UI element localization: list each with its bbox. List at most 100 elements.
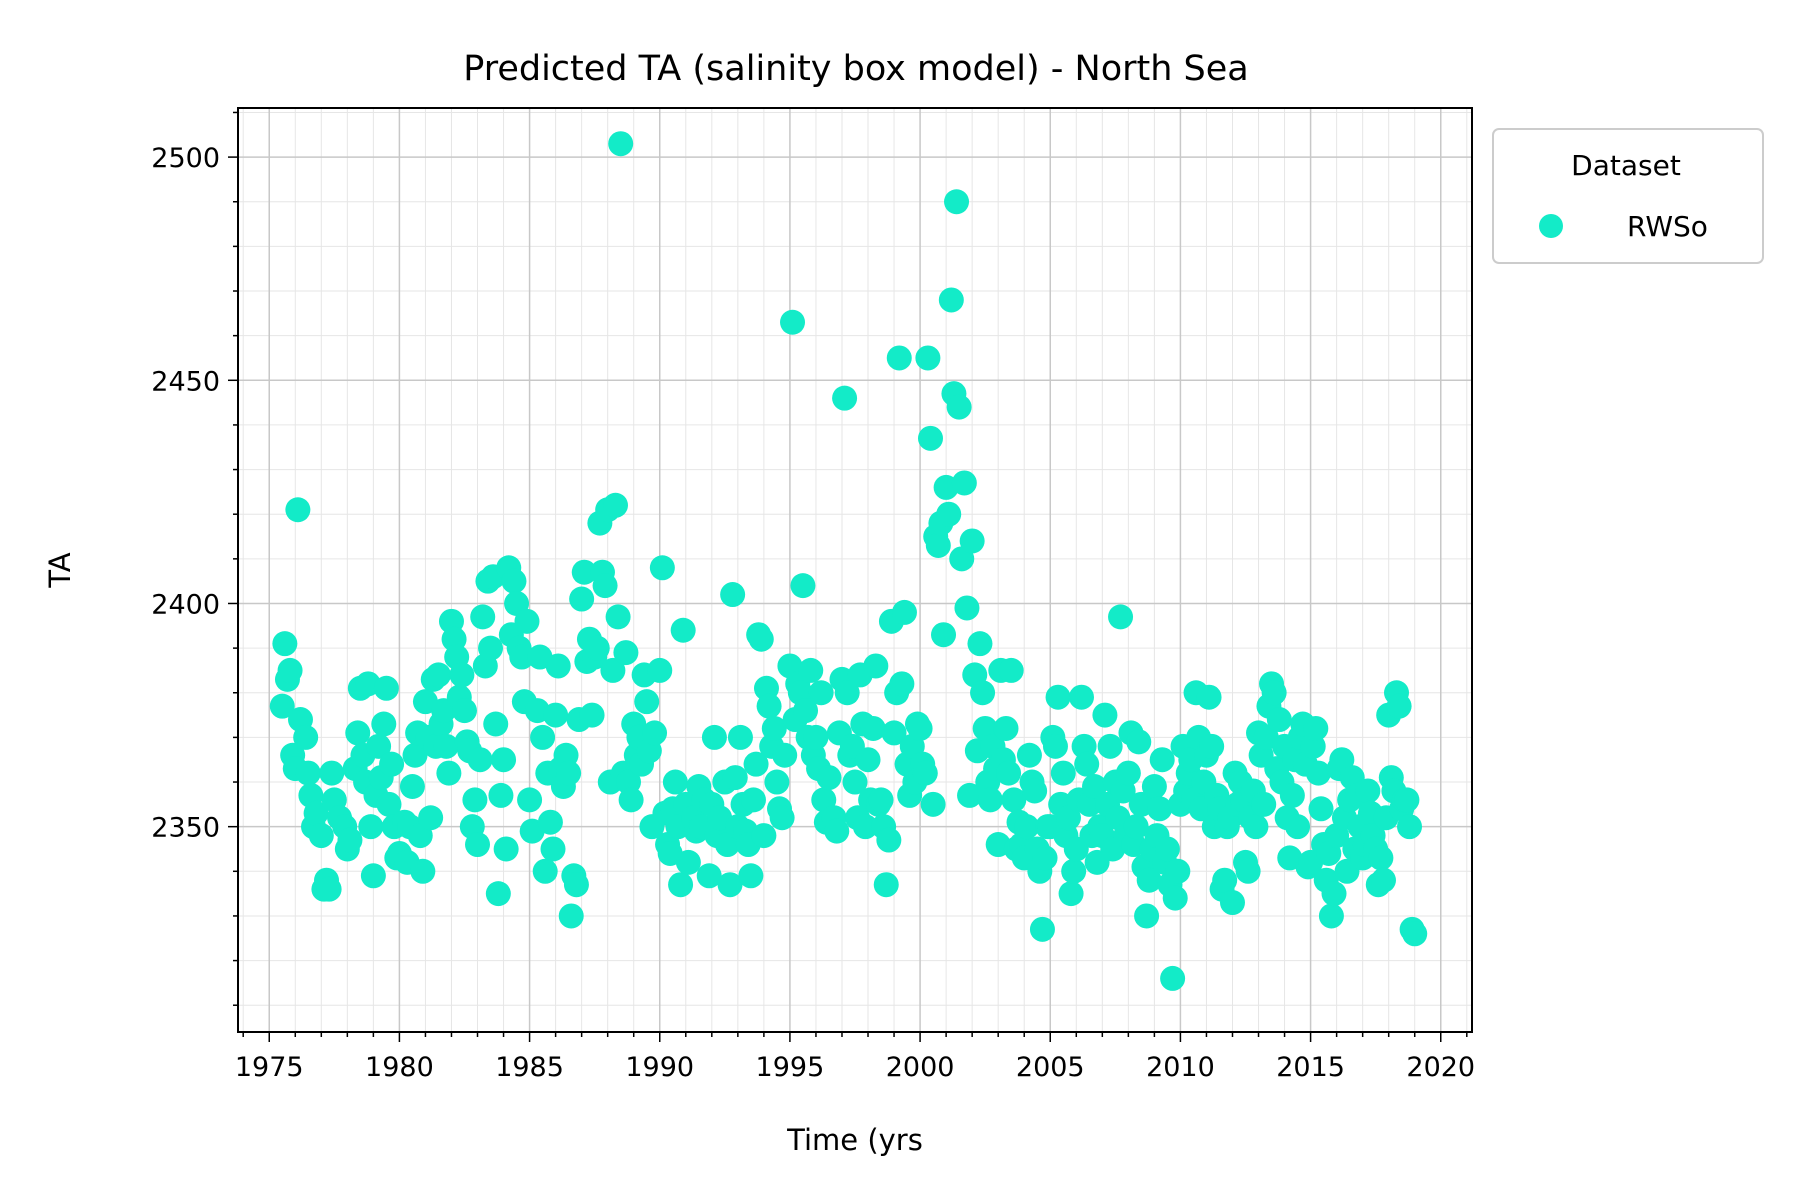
data-point [410, 858, 436, 884]
data-point [996, 760, 1022, 786]
data-point [1235, 858, 1261, 884]
data-point [860, 715, 886, 741]
data-point [613, 640, 639, 666]
data-point [530, 724, 556, 750]
data-point [675, 849, 701, 875]
data-point [868, 787, 894, 813]
x-axis-title: Time (yrs [786, 1123, 923, 1157]
y-axis: 2350 2400 2450 2500 [151, 111, 238, 1006]
data-point [852, 814, 878, 840]
data-point [1136, 867, 1162, 893]
data-point [540, 836, 566, 862]
data-point [881, 720, 907, 746]
data-point [761, 715, 787, 741]
data-point [584, 635, 610, 661]
data-point [748, 626, 774, 652]
x-tick-label: 2005 [1016, 1052, 1085, 1083]
data-point [451, 698, 477, 724]
data-point [793, 698, 819, 724]
data-point [319, 760, 345, 786]
x-tick-label: 1995 [756, 1052, 825, 1083]
data-point [738, 863, 764, 889]
data-point [743, 751, 769, 777]
data-point [720, 582, 746, 608]
data-point [1123, 814, 1149, 840]
data-point [1014, 814, 1040, 840]
data-point [803, 724, 829, 750]
data-point [649, 555, 675, 581]
data-point [769, 805, 795, 831]
data-point [1092, 702, 1118, 728]
data-point [478, 635, 504, 661]
data-point [954, 595, 980, 621]
data-point [360, 863, 386, 889]
data-point [1162, 885, 1188, 911]
data-point [951, 470, 977, 496]
data-point [1126, 729, 1152, 755]
data-point [1397, 814, 1423, 840]
x-tick-label: 2020 [1406, 1052, 1475, 1083]
data-point [366, 733, 392, 759]
data-point [931, 622, 957, 648]
legend-title: Dataset [1571, 149, 1681, 182]
data-point [1097, 733, 1123, 759]
data-point [834, 680, 860, 706]
data-point [1394, 787, 1420, 813]
data-point [824, 818, 850, 844]
data-point [946, 394, 972, 420]
data-point [998, 657, 1024, 683]
data-point [1303, 715, 1329, 741]
data-point [277, 657, 303, 683]
data-point [1279, 782, 1305, 808]
data-point [647, 657, 673, 683]
data-point [269, 693, 295, 719]
data-point [1321, 881, 1347, 907]
data-point [1318, 903, 1344, 929]
data-point [532, 858, 558, 884]
data-point [491, 747, 517, 773]
data-point [740, 787, 766, 813]
data-point [1042, 733, 1068, 759]
x-tick-label: 2015 [1276, 1052, 1345, 1083]
data-point [1068, 684, 1094, 710]
data-point [1082, 773, 1108, 799]
data-point [379, 751, 405, 777]
x-tick-label: 1990 [625, 1052, 694, 1083]
data-point [722, 765, 748, 791]
data-point [772, 742, 798, 768]
data-point [1212, 867, 1238, 893]
data-point [1243, 814, 1269, 840]
data-point [1050, 760, 1076, 786]
data-point [1029, 916, 1055, 942]
data-point [642, 720, 668, 746]
data-point [600, 657, 626, 683]
y-tick-label: 2400 [151, 589, 220, 620]
data-point [993, 715, 1019, 741]
data-point [1219, 890, 1245, 916]
legend: Dataset RWSo [1492, 128, 1764, 264]
data-point [717, 872, 743, 898]
data-point [399, 773, 425, 799]
data-point [485, 881, 511, 907]
data-point [483, 711, 509, 737]
data-point [571, 559, 597, 585]
plot-background [238, 108, 1472, 1032]
data-point [537, 809, 563, 835]
data-point [808, 680, 834, 706]
data-point [337, 827, 363, 853]
data-point [462, 787, 488, 813]
data-point [425, 662, 451, 688]
data-point [608, 131, 634, 157]
data-point [842, 769, 868, 795]
data-point [488, 782, 514, 808]
data-point [1058, 881, 1084, 907]
chart-title: Predicted TA (salinity box model) - Nort… [463, 49, 1249, 89]
data-point [816, 765, 842, 791]
data-point [449, 662, 475, 688]
legend-label-rwso: RWSo [1627, 210, 1708, 243]
data-point [915, 345, 941, 371]
x-tick-label: 1980 [365, 1052, 434, 1083]
plot-frame [237, 107, 1473, 1033]
data-point [1196, 684, 1222, 710]
data-point [316, 876, 342, 902]
